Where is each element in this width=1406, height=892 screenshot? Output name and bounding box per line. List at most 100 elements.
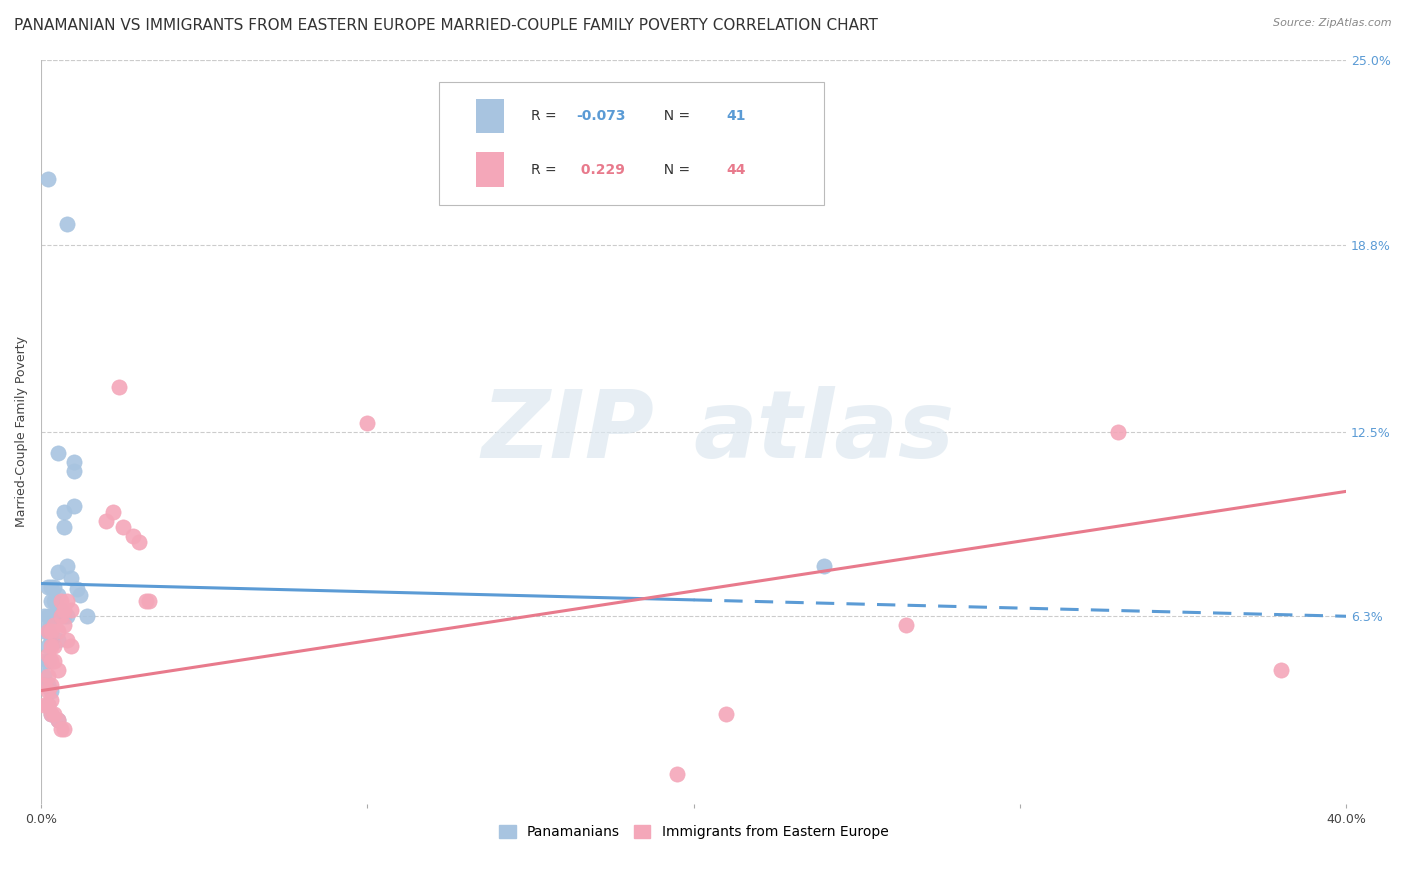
- Point: [39, 624, 62, 639]
- Point: [37, 639, 59, 653]
- Point: [49, 594, 72, 608]
- FancyBboxPatch shape: [475, 153, 505, 187]
- Point: [39, 707, 62, 722]
- Point: [46, 624, 69, 639]
- Point: [39, 654, 62, 668]
- Point: [46, 565, 69, 579]
- Point: [49, 609, 72, 624]
- Point: [53, 520, 76, 534]
- Text: R =: R =: [530, 162, 561, 177]
- Point: [49, 723, 72, 737]
- Point: [813, 558, 835, 573]
- Point: [46, 663, 69, 677]
- Point: [37, 698, 59, 713]
- Point: [716, 707, 738, 722]
- Point: [34, 669, 56, 683]
- Point: [56, 594, 79, 608]
- Point: [138, 594, 160, 608]
- Point: [56, 217, 79, 231]
- Point: [39, 683, 62, 698]
- Point: [356, 416, 378, 430]
- Y-axis label: Married-Couple Family Poverty: Married-Couple Family Poverty: [15, 336, 28, 527]
- Point: [63, 455, 86, 469]
- Point: [69, 589, 91, 603]
- FancyBboxPatch shape: [475, 98, 505, 133]
- Point: [39, 639, 62, 653]
- Point: [34, 678, 56, 692]
- Text: 0.229: 0.229: [576, 162, 626, 177]
- Point: [39, 633, 62, 648]
- Point: [34, 698, 56, 713]
- Point: [108, 380, 131, 394]
- Point: [37, 172, 59, 186]
- Point: [34, 624, 56, 639]
- Point: [53, 603, 76, 617]
- Point: [666, 767, 689, 781]
- Point: [53, 723, 76, 737]
- Text: 41: 41: [727, 109, 745, 123]
- Point: [56, 609, 79, 624]
- Point: [59, 571, 82, 585]
- Text: N =: N =: [655, 109, 695, 123]
- Point: [46, 714, 69, 728]
- Point: [39, 580, 62, 594]
- Point: [46, 589, 69, 603]
- Text: ZIP: ZIP: [482, 386, 655, 478]
- Point: [44, 707, 66, 722]
- Point: [76, 609, 98, 624]
- Point: [39, 707, 62, 722]
- Point: [135, 594, 157, 608]
- Point: [39, 609, 62, 624]
- Text: N =: N =: [655, 162, 695, 177]
- FancyBboxPatch shape: [439, 82, 824, 205]
- Point: [37, 624, 59, 639]
- Point: [1107, 425, 1129, 439]
- Point: [34, 654, 56, 668]
- Text: PANAMANIAN VS IMMIGRANTS FROM EASTERN EUROPE MARRIED-COUPLE FAMILY POVERTY CORRE: PANAMANIAN VS IMMIGRANTS FROM EASTERN EU…: [14, 18, 877, 33]
- Point: [39, 692, 62, 706]
- Point: [56, 633, 79, 648]
- Text: 44: 44: [727, 162, 745, 177]
- Point: [37, 609, 59, 624]
- Point: [1270, 663, 1292, 677]
- Point: [101, 505, 124, 519]
- Point: [34, 609, 56, 624]
- Point: [66, 582, 89, 597]
- Point: [59, 603, 82, 617]
- Point: [63, 500, 86, 514]
- Point: [37, 698, 59, 713]
- Point: [44, 609, 66, 624]
- Point: [37, 683, 59, 698]
- Text: Source: ZipAtlas.com: Source: ZipAtlas.com: [1274, 18, 1392, 28]
- Point: [46, 714, 69, 728]
- Point: [46, 633, 69, 648]
- Point: [49, 603, 72, 617]
- Point: [39, 678, 62, 692]
- Point: [39, 594, 62, 608]
- Point: [121, 529, 143, 543]
- Point: [53, 609, 76, 624]
- Text: -0.073: -0.073: [576, 109, 626, 123]
- Point: [44, 594, 66, 608]
- Point: [56, 558, 79, 573]
- Legend: Panamanians, Immigrants from Eastern Europe: Panamanians, Immigrants from Eastern Eur…: [494, 820, 894, 845]
- Point: [53, 618, 76, 632]
- Point: [44, 654, 66, 668]
- Point: [37, 624, 59, 639]
- Point: [37, 580, 59, 594]
- Point: [44, 618, 66, 632]
- Point: [59, 639, 82, 653]
- Point: [96, 514, 118, 528]
- Point: [63, 464, 86, 478]
- Point: [53, 505, 76, 519]
- Point: [111, 520, 134, 534]
- Text: atlas: atlas: [693, 386, 955, 478]
- Point: [894, 618, 917, 632]
- Point: [37, 654, 59, 668]
- Point: [128, 535, 150, 549]
- Point: [44, 639, 66, 653]
- Point: [46, 446, 69, 460]
- Point: [44, 580, 66, 594]
- Text: R =: R =: [530, 109, 561, 123]
- Point: [37, 648, 59, 662]
